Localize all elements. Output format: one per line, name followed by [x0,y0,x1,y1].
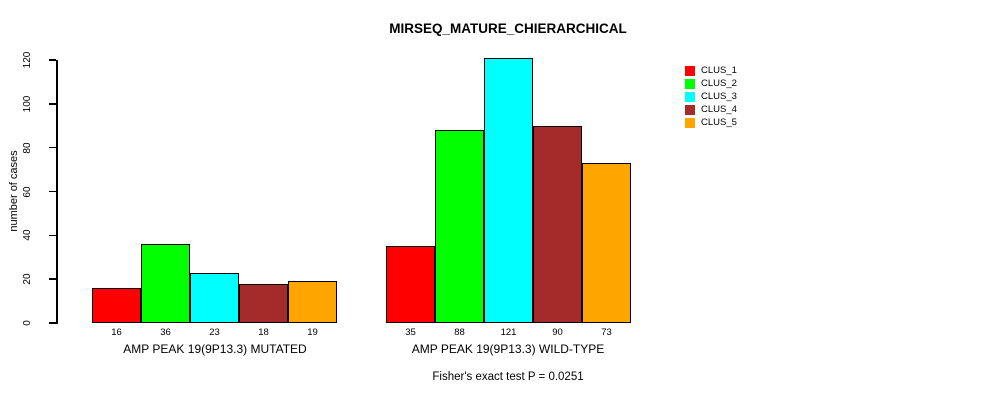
bar-clus_3-group1 [190,272,239,323]
y-tick-label-80: 80 [22,142,33,154]
bar-value-clus_4-group1: 18 [258,327,269,338]
y-tick-mark-0 [49,322,56,324]
y-tick-mark-100 [49,103,56,105]
legend-swatch-clus_1 [685,66,695,76]
y-tick-mark-40 [49,234,56,237]
y-tick-mark-60 [49,190,56,193]
legend-swatch-clus_3 [685,92,695,102]
bar-value-clus_5-group2: 73 [601,327,612,338]
bar-value-clus_4-group2: 90 [552,327,563,338]
bar-clus_2-group1 [141,244,190,323]
legend-label-clus_5: CLUS_5 [701,117,737,128]
bar-clus_1-group1 [92,287,141,323]
y-tick-label-60: 60 [22,185,33,198]
bar-value-clus_3-group1: 23 [209,327,220,338]
bar-value-clus_5-group1: 19 [307,327,318,338]
bar-value-clus_2-group1: 36 [160,327,171,338]
bar-clus_2-group2 [435,130,484,323]
bar-clus_3-group2 [484,57,533,323]
y-tick-label-40: 40 [22,229,33,241]
y-tick-label-0: 0 [22,320,33,326]
bar-value-clus_1-group1: 16 [111,327,122,338]
chart-title: MIRSEQ_MATURE_CHIERARCHICAL [389,21,627,36]
group-label-mutated: AMP PEAK 19(9P13.3) MUTATED [123,342,307,356]
legend-label-clus_1: CLUS_1 [701,65,737,76]
bar-clus_5-group1 [288,281,337,323]
bar-clus_5-group2 [582,163,631,323]
y-tick-label-20: 20 [22,273,33,285]
legend-swatch-clus_5 [685,118,695,128]
y-tick-mark-80 [49,146,56,149]
bar-clus_4-group1 [239,283,288,323]
y-tick-mark-120 [49,59,56,61]
group-label-wild-type: AMP PEAK 19(9P13.3) WILD-TYPE [411,342,605,356]
legend-label-clus_2: CLUS_2 [701,78,737,89]
legend-swatch-clus_2 [685,79,695,89]
bar-value-clus_2-group2: 88 [454,327,465,338]
y-axis-line [56,60,58,324]
bar-value-clus_3-group2: 121 [500,327,517,338]
legend-label-clus_4: CLUS_4 [701,104,737,115]
bar-value-clus_1-group2: 35 [405,327,416,338]
caption-fisher-test: Fisher's exact test P = 0.0251 [432,371,584,383]
y-tick-label-100: 100 [22,95,33,113]
legend-label-clus_3: CLUS_3 [701,91,737,102]
bar-clus_4-group2 [533,125,582,323]
legend-swatch-clus_4 [685,105,695,115]
bar-clus_1-group2 [386,246,435,323]
y-axis-label: number of cases [8,150,20,232]
y-tick-label-120: 120 [22,51,33,69]
y-tick-mark-20 [49,278,56,280]
